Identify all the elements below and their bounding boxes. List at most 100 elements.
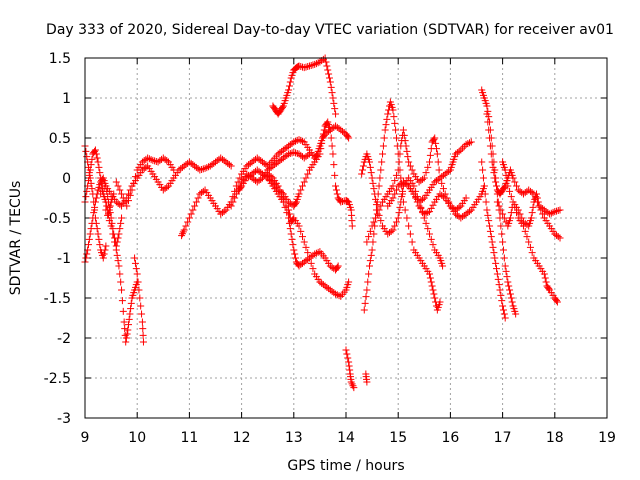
data-point-marker — [104, 211, 112, 219]
data-point-marker — [88, 155, 96, 163]
data-point-marker — [387, 227, 395, 235]
data-point-marker — [498, 297, 506, 305]
data-point-marker — [128, 186, 136, 194]
data-point-marker — [427, 235, 435, 243]
x-axis-label: GPS time / hours — [287, 458, 404, 474]
data-point-marker — [529, 203, 537, 211]
data-point-marker — [401, 206, 409, 214]
data-point-marker — [337, 198, 345, 206]
data-point-marker — [118, 190, 126, 198]
data-point-marker — [556, 234, 564, 242]
data-point-marker — [483, 110, 491, 118]
data-point-marker — [399, 126, 407, 134]
data-point-marker — [300, 64, 308, 72]
data-point-marker — [435, 166, 443, 174]
data-point-marker — [111, 238, 119, 246]
data-point-marker — [290, 148, 298, 156]
x-tick-label: 14 — [337, 430, 355, 446]
data-point-marker — [225, 161, 233, 169]
data-point-marker — [551, 208, 559, 216]
data-point-marker — [278, 103, 286, 111]
data-point-marker — [323, 62, 331, 70]
data-point-marker — [112, 178, 120, 186]
data-point-marker — [292, 254, 300, 262]
data-point-marker — [364, 278, 372, 286]
data-point-marker — [496, 286, 504, 294]
data-point-marker — [134, 278, 142, 286]
data-point-marker — [295, 190, 303, 198]
data-point-marker — [525, 238, 533, 246]
data-point-marker — [459, 144, 467, 152]
data-point-marker — [504, 278, 512, 286]
y-tick-label: 1 — [62, 91, 71, 107]
data-point-marker — [484, 211, 492, 219]
data-point-marker — [312, 249, 320, 257]
data-point-marker — [114, 257, 122, 265]
data-point-marker — [147, 156, 155, 164]
data-point-marker — [432, 139, 440, 147]
data-point-marker — [117, 219, 125, 227]
data-point-marker — [333, 263, 341, 271]
data-point-marker — [506, 187, 514, 195]
data-point-marker — [320, 126, 328, 134]
data-point-marker — [506, 286, 514, 294]
data-point-marker — [403, 214, 411, 222]
data-point-marker — [184, 218, 192, 226]
data-point-marker — [114, 234, 122, 242]
data-point-marker — [373, 210, 381, 218]
data-point-marker — [163, 183, 171, 191]
data-point-marker — [487, 233, 495, 241]
data-point-marker — [95, 235, 103, 243]
data-point-marker — [372, 201, 380, 209]
data-point-marker — [286, 78, 294, 86]
data-point-marker — [478, 158, 486, 166]
data-point-marker — [466, 139, 474, 147]
data-point-marker — [288, 235, 296, 243]
data-point-marker — [405, 222, 413, 230]
data-point-marker — [368, 222, 376, 230]
data-point-marker — [328, 89, 336, 97]
data-point-marker — [487, 150, 495, 158]
data-point-marker — [497, 206, 505, 214]
y-tick-label: -2.5 — [44, 371, 71, 387]
data-point-marker — [523, 233, 531, 241]
plot-frame — [84, 57, 608, 419]
data-point-marker — [362, 293, 370, 301]
data-point-marker — [326, 126, 334, 134]
data-point-marker — [506, 214, 514, 222]
data-point-marker — [499, 306, 507, 314]
data-point-marker — [302, 174, 310, 182]
data-point-marker — [107, 222, 115, 230]
data-point-marker — [87, 161, 95, 169]
data-point-marker — [366, 227, 374, 235]
data-point-marker — [389, 106, 397, 114]
data-point-marker — [145, 155, 153, 163]
data-point-marker — [371, 190, 379, 198]
data-point-marker — [519, 222, 527, 230]
data-point-marker — [431, 134, 439, 142]
data-point-marker — [403, 147, 411, 155]
data-point-marker — [125, 315, 133, 323]
data-point-marker — [262, 161, 270, 169]
data-point-marker — [376, 174, 384, 182]
data-point-marker — [199, 165, 207, 173]
data-point-marker — [504, 182, 512, 190]
data-point-marker — [302, 63, 310, 71]
data-point-marker — [312, 60, 320, 68]
data-point-marker — [481, 190, 489, 198]
data-point-marker — [507, 294, 515, 302]
data-point-marker — [329, 150, 337, 158]
data-point-marker — [163, 157, 171, 165]
data-point-marker — [84, 241, 92, 249]
data-point-marker — [424, 225, 432, 233]
data-point-marker — [547, 209, 555, 217]
data-point-marker — [118, 214, 126, 222]
data-point-marker — [95, 163, 103, 171]
data-point-marker — [82, 193, 90, 201]
data-point-marker — [381, 126, 389, 134]
data-point-marker — [92, 194, 100, 202]
data-point-marker — [124, 326, 132, 334]
data-point-marker — [500, 183, 508, 191]
data-point-marker — [185, 214, 193, 222]
